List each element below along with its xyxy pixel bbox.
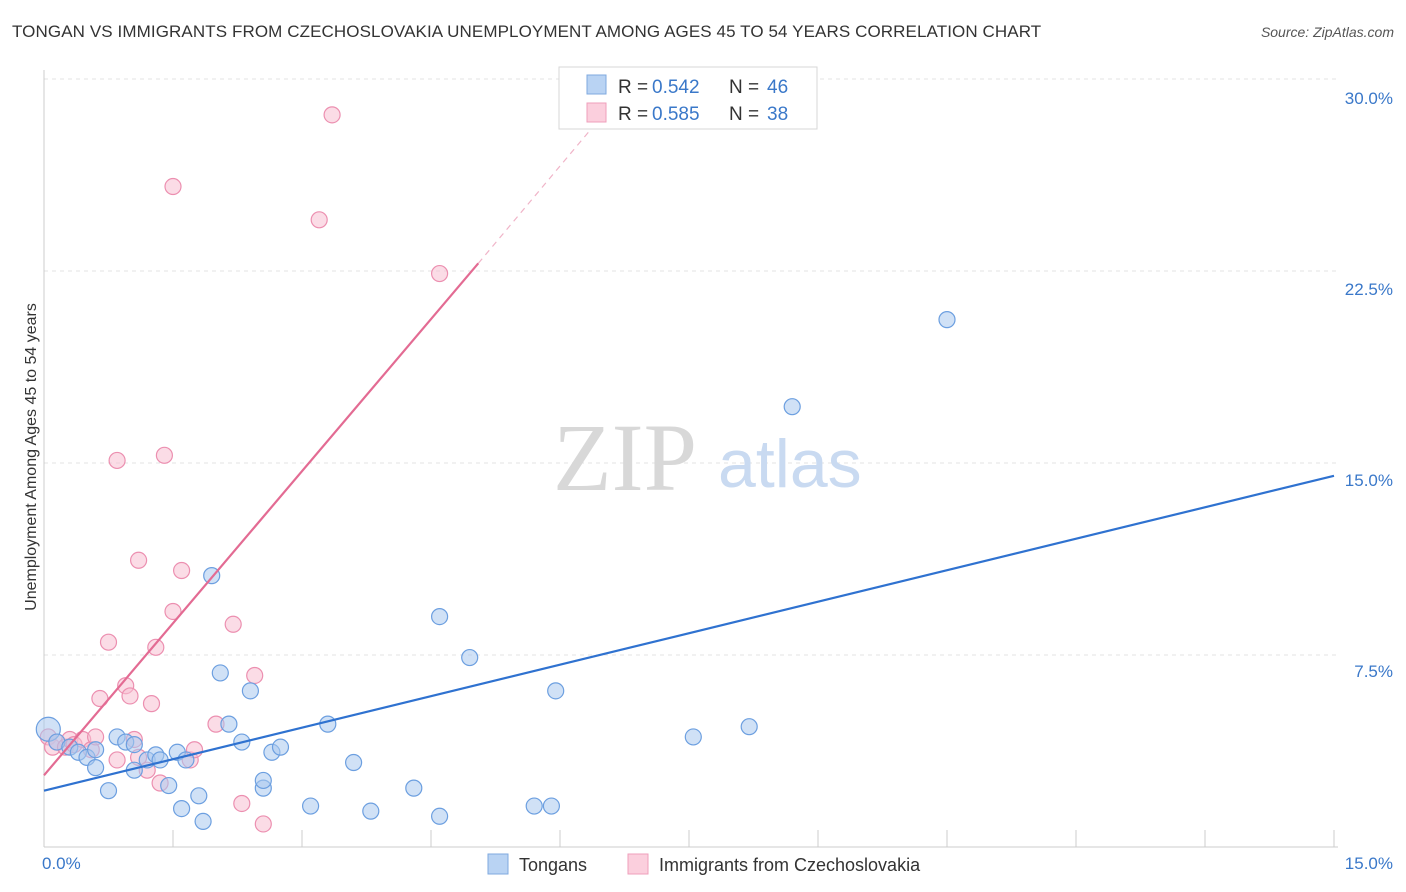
gridlines xyxy=(44,78,1338,656)
legend-n-value-tongans: 46 xyxy=(767,77,788,98)
czechoslovakia-points xyxy=(39,106,449,833)
y-tick-label-30: 30.0% xyxy=(1345,89,1393,108)
legend-r-label-tongans: R = xyxy=(618,77,648,98)
czechoslovakia-point xyxy=(164,177,182,196)
tongan-point xyxy=(271,738,290,756)
czechoslovakia-point xyxy=(224,615,242,633)
czechoslovakia-point xyxy=(431,264,449,283)
tongan-point xyxy=(99,782,118,800)
tongan-point xyxy=(684,728,702,746)
czechoslovakia-trend-line xyxy=(43,262,480,777)
tongan-point xyxy=(740,718,758,736)
czechoslovakia-point xyxy=(99,633,118,651)
tongan-point xyxy=(345,753,363,772)
y-tick-label-7-5: 7.5% xyxy=(1354,662,1393,681)
bottom-legend: Tongans Immigrants from Czechoslovakia xyxy=(487,853,921,875)
tongan-point xyxy=(547,682,565,700)
tongan-point xyxy=(431,607,449,626)
y-tick-label-22-5: 22.5% xyxy=(1345,280,1393,299)
y-tick-label-15: 15.0% xyxy=(1345,471,1393,490)
tongan-point xyxy=(461,648,479,667)
tongan-points xyxy=(35,311,956,831)
watermark-atlas: atlas xyxy=(718,426,862,502)
tongan-point xyxy=(86,759,105,777)
tongan-point xyxy=(194,812,212,831)
tongan-point xyxy=(241,682,259,700)
tongan-point xyxy=(125,735,143,754)
chart-title: TONGAN VS IMMIGRANTS FROM CZECHOSLOVAKIA… xyxy=(12,22,1042,41)
czechoslovakia-point xyxy=(108,451,126,470)
tongan-point xyxy=(938,311,956,329)
legend-r-label-czechoslovakia: R = xyxy=(618,104,648,125)
czechoslovakia-point xyxy=(310,211,328,229)
czechoslovakia-point xyxy=(108,751,126,769)
tongan-point xyxy=(405,779,423,797)
legend-n-value-czechoslovakia: 38 xyxy=(767,104,788,125)
legend-swatch-czechoslovakia xyxy=(586,102,607,123)
czechoslovakia-point xyxy=(254,815,272,833)
czechoslovakia-point xyxy=(147,638,165,656)
legend-r-value-czechoslovakia: 0.585 xyxy=(652,104,700,125)
czechoslovakia-point xyxy=(130,551,148,569)
czechoslovakia-point xyxy=(121,687,139,705)
tongan-trend-line xyxy=(43,474,1335,792)
tongan-point xyxy=(160,776,178,795)
czechoslovakia-point xyxy=(233,794,251,813)
x-tick-label-max: 15.0% xyxy=(1345,854,1393,873)
tongan-point xyxy=(302,797,320,815)
legend-n-label-tongans: N = xyxy=(729,77,759,98)
czechoslovakia-trend-extension xyxy=(477,124,595,264)
y-axis-title: Unemployment Among Ages 45 to 54 years xyxy=(23,303,40,611)
czechoslovakia-point xyxy=(246,666,264,685)
watermark-zip: ZIP xyxy=(553,404,697,511)
axes: 0.0% 15.0% 30.0% 22.5% 15.0% 7.5% Unempl… xyxy=(23,70,1393,873)
trend-lines xyxy=(43,124,1335,792)
czechoslovakia-point xyxy=(164,602,182,621)
czechoslovakia-point xyxy=(323,106,341,124)
tongan-point xyxy=(319,715,337,733)
tongan-point xyxy=(86,741,105,759)
legend-r-value-tongans: 0.542 xyxy=(652,77,700,98)
tongan-point xyxy=(431,807,449,825)
czechoslovakia-point xyxy=(155,446,173,464)
czechoslovakia-point xyxy=(173,561,191,580)
tongan-point xyxy=(783,398,801,416)
czechoslovakia-point xyxy=(142,695,161,713)
x-axis-ticks xyxy=(172,830,1335,847)
tongan-point xyxy=(525,797,543,815)
tongan-point xyxy=(362,802,380,820)
legend-n-label-czechoslovakia: N = xyxy=(729,104,759,125)
tongan-point xyxy=(254,771,272,790)
legend-swatch-tongans xyxy=(586,74,607,95)
tongan-point xyxy=(211,664,229,682)
bottom-legend-label-czechoslovakia: Immigrants from Czechoslovakia xyxy=(659,855,921,875)
tongan-point xyxy=(173,799,191,818)
bottom-legend-label-tongans: Tongans xyxy=(519,855,587,875)
legend-box: R = 0.542 N = 46 R = 0.585 N = 38 xyxy=(558,66,818,130)
bottom-legend-swatch-czechoslovakia xyxy=(627,853,649,875)
watermark: ZIP atlas xyxy=(553,404,862,511)
bottom-legend-swatch-tongans xyxy=(487,853,509,875)
tongan-point xyxy=(190,787,208,805)
tongan-point xyxy=(220,715,238,733)
tongan-point xyxy=(542,797,561,815)
x-tick-label-min: 0.0% xyxy=(42,854,81,873)
source-credit: Source: ZipAtlas.com xyxy=(1260,24,1394,40)
